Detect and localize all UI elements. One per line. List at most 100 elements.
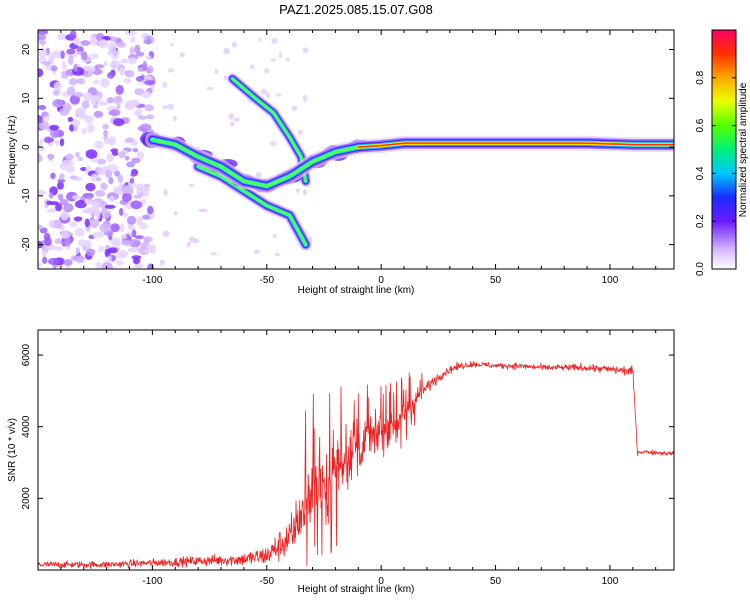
noise-blob: [119, 223, 125, 233]
noise-blob: [107, 255, 112, 263]
noise-blob: [141, 198, 147, 203]
y-tick-label: 2000: [21, 487, 32, 510]
noise-blob: [110, 49, 119, 60]
noise-blob: [60, 210, 70, 221]
noise-blob: [144, 80, 155, 86]
colorbar-ticks: 0.0 0.2 0.4 0.6 0.8: [695, 70, 736, 276]
spectrogram-frame: [37, 29, 675, 270]
noise-blob: [76, 46, 84, 53]
noise-blob: [70, 175, 78, 180]
noise-blob: [132, 257, 141, 265]
noise-blob: [52, 89, 60, 96]
scatter-blob: [260, 88, 268, 95]
noise-blob: [86, 248, 96, 257]
noise-blob: [57, 181, 64, 190]
x-tick-label: 100: [602, 275, 619, 286]
noise-blob: [145, 55, 152, 60]
noise-blob: [55, 203, 63, 212]
noise-blob: [72, 119, 81, 127]
noise-blob: [89, 218, 100, 229]
scatter-blob: [265, 92, 271, 99]
noise-blob: [94, 140, 104, 150]
noise-blob: [78, 239, 86, 247]
noise-blob: [129, 177, 135, 184]
noise-blob: [73, 91, 84, 98]
noise-blob: [104, 248, 111, 258]
y-tick-label: 10: [21, 92, 32, 104]
noise-blob: [137, 115, 148, 120]
noise-blob: [64, 165, 76, 173]
scatter-blob: [173, 211, 178, 216]
noise-blob: [103, 137, 114, 145]
noise-blob: [38, 189, 47, 196]
noise-blob: [76, 78, 86, 85]
noise-blob: [50, 172, 56, 180]
noise-blob: [147, 205, 154, 215]
noise-blob: [123, 212, 128, 218]
noise-blob: [51, 50, 64, 59]
noise-blob: [120, 239, 133, 246]
noise-blob: [93, 79, 100, 85]
noise-blob: [115, 260, 124, 266]
snr-background: [38, 330, 674, 570]
noise-blob: [78, 156, 83, 162]
colorbar-tick-label: 0.6: [695, 118, 706, 132]
noise-blob: [132, 147, 139, 153]
noise-blob: [73, 63, 78, 72]
noise-blob: [54, 140, 60, 145]
noise-blob: [124, 70, 129, 75]
x-tick-label: -100: [142, 576, 162, 587]
noise-blob: [141, 91, 152, 99]
noise-blob: [46, 137, 55, 143]
scatter-blob: [159, 259, 166, 264]
noise-blob: [38, 146, 46, 151]
noise-blob: [69, 124, 75, 132]
noise-blob: [80, 40, 91, 46]
noise-blob: [139, 222, 148, 230]
scatter-blob: [297, 129, 304, 135]
noise-blob: [39, 138, 44, 144]
colorbar: 0.0 0.2 0.4 0.6 0.8 Normalized spectral ampl…: [695, 29, 749, 276]
scatter-blob: [264, 68, 270, 74]
y-tick-label: -20: [21, 237, 32, 252]
scatter-blob: [302, 47, 309, 53]
noise-blob: [38, 115, 44, 124]
noise-blob: [120, 58, 129, 64]
noise-blob: [115, 84, 124, 95]
colorbar-tick-label: 0.8: [695, 70, 706, 84]
noise-blob: [113, 118, 125, 127]
noise-blob: [136, 186, 141, 197]
scatter-blob: [167, 68, 174, 73]
colorbar-tick-label: 0.2: [695, 214, 706, 228]
noise-blob: [99, 223, 112, 233]
noise-blob: [48, 192, 54, 199]
noise-blob: [143, 39, 152, 45]
chart-title: PAZ1.2025.085.15.07.G08: [279, 2, 433, 17]
noise-blob: [107, 42, 117, 51]
noise-blob: [114, 95, 122, 103]
noise-blob: [38, 34, 47, 41]
noise-blob: [144, 185, 150, 193]
noise-blob: [128, 57, 137, 65]
noise-blob: [130, 200, 142, 210]
noise-blob: [95, 261, 103, 269]
noise-blob: [54, 238, 62, 245]
noise-blob: [106, 153, 114, 163]
noise-blob: [84, 199, 95, 205]
scatter-blob: [295, 188, 300, 194]
scatter-blob: [278, 51, 282, 59]
noise-blob: [38, 30, 49, 35]
noise-blob: [96, 176, 102, 182]
noise-blob: [39, 40, 47, 45]
noise-blob: [89, 53, 99, 60]
noise-blob: [109, 61, 118, 69]
noise-blob: [44, 237, 52, 247]
noise-blob: [81, 128, 87, 135]
noise-blob: [89, 36, 98, 46]
scatter-blob: [214, 68, 219, 74]
noise-blob: [68, 78, 78, 86]
noise-blob: [61, 71, 67, 77]
noise-blob: [48, 257, 60, 266]
noise-blob: [119, 249, 129, 258]
